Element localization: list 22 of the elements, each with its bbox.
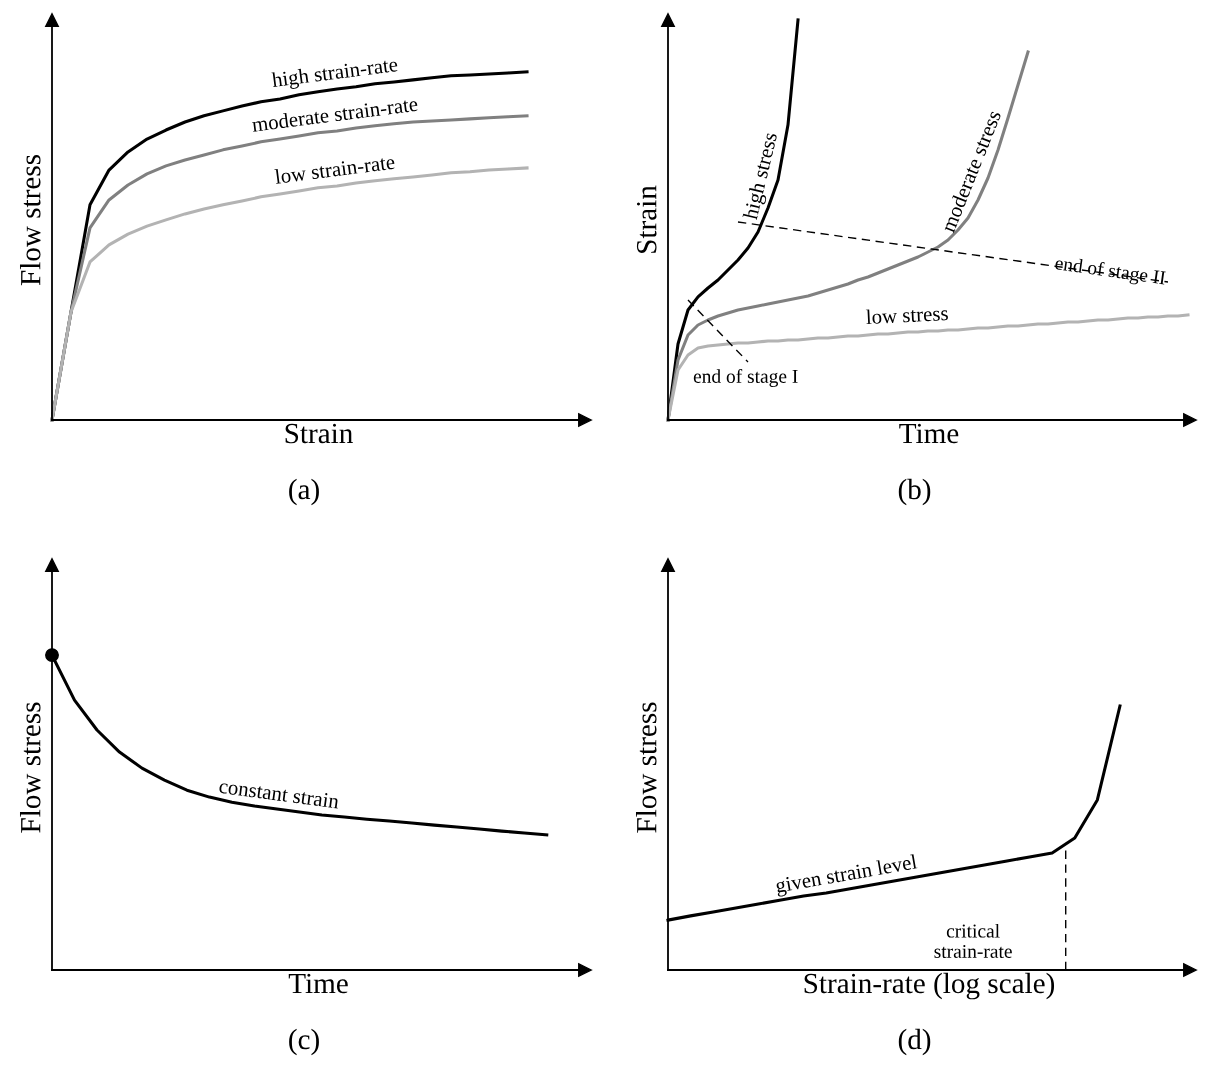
annotation: end of stage I bbox=[693, 369, 798, 387]
annotation: critical strain-rate bbox=[934, 923, 1012, 958]
text: (d) bbox=[898, 1028, 931, 1056]
text: (b) bbox=[898, 478, 931, 506]
y-axis-title: Strain bbox=[636, 185, 657, 253]
series-label: low stress bbox=[865, 305, 949, 325]
annotation: end of stage II bbox=[1054, 255, 1167, 289]
x-axis-title: Strain-rate (log scale) bbox=[804, 972, 1055, 1000]
x-axis-title: Strain bbox=[285, 423, 353, 444]
y-axis-title: Flow stress bbox=[635, 702, 657, 833]
text: (a) bbox=[289, 478, 319, 506]
x-axis-title: Time bbox=[288, 973, 348, 994]
x-axis-title: Time bbox=[899, 423, 959, 444]
text: high stress bbox=[742, 131, 782, 222]
text: low strain-rate bbox=[274, 154, 396, 184]
text: given strain level bbox=[775, 853, 919, 898]
y-axis-title: Flow stress bbox=[19, 155, 41, 286]
text: moderate strain-rate bbox=[251, 96, 418, 132]
y-axis-title: Flow stress bbox=[19, 702, 41, 833]
text: (c) bbox=[289, 1028, 319, 1056]
text: high strain-rate bbox=[271, 56, 399, 92]
text: constant strain bbox=[218, 779, 340, 809]
